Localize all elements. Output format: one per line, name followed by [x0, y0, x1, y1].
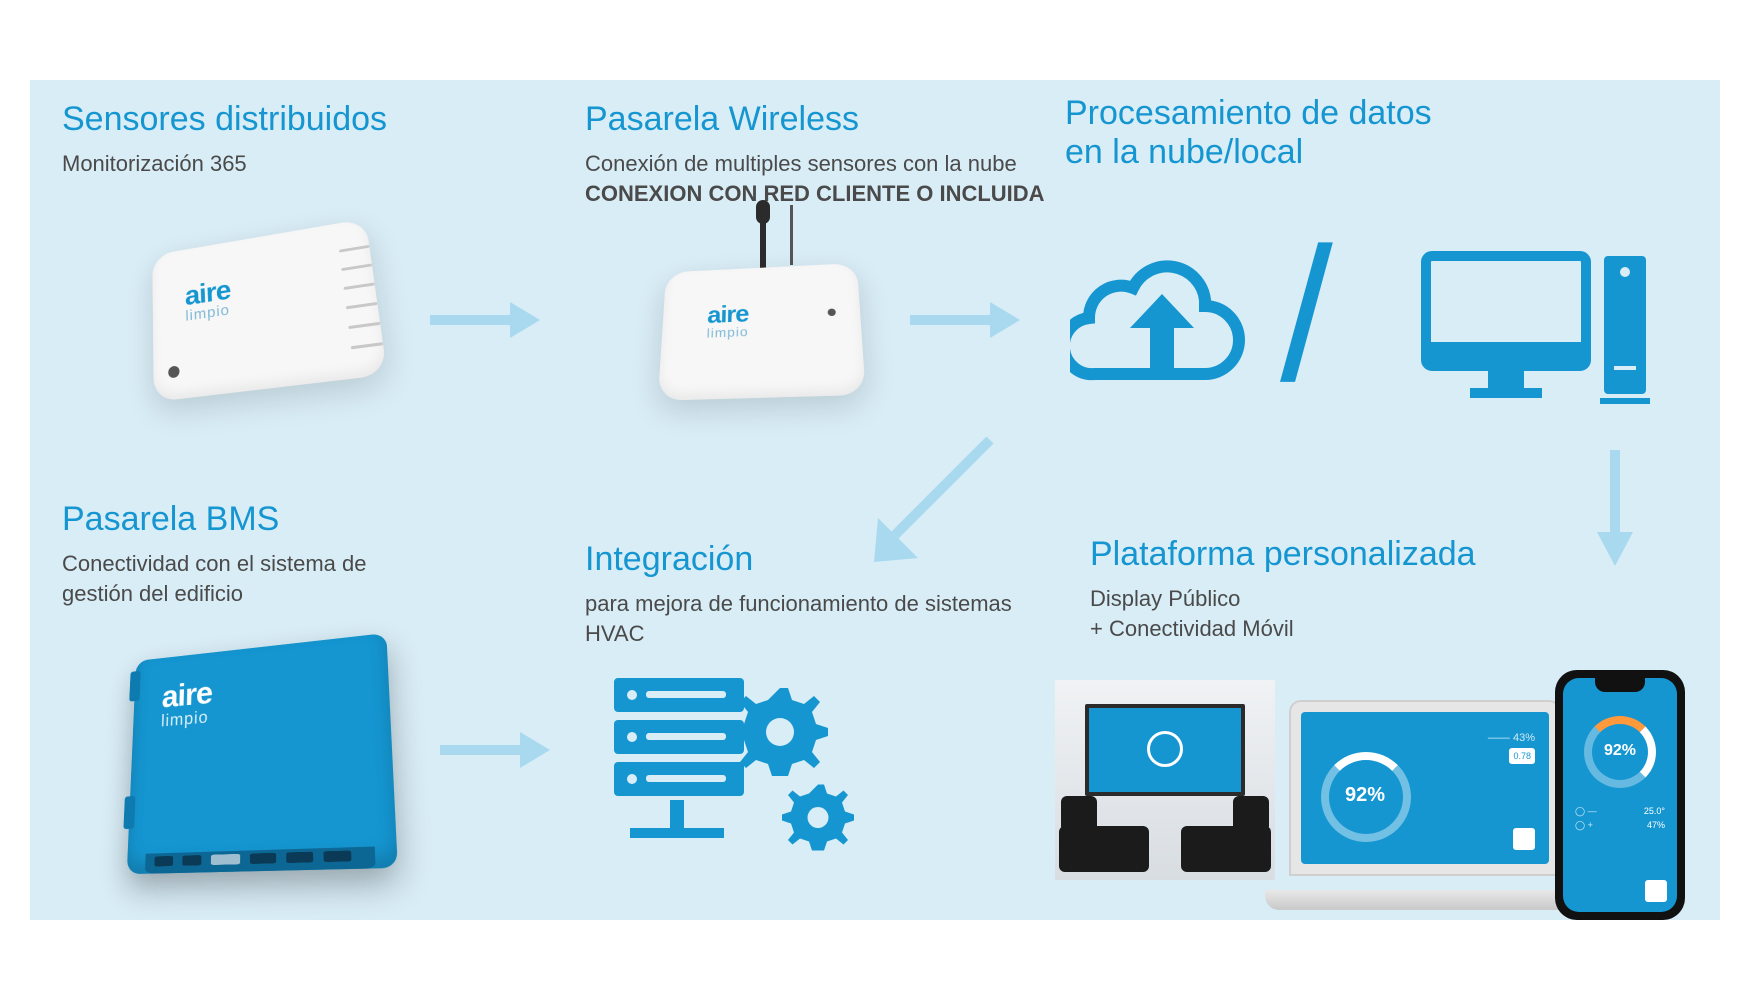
block-procesamiento: Procesamiento de datos en la nube/local [1065, 94, 1445, 182]
block-pasarela-bms: Pasarela BMS Conectividad con el sistema… [62, 500, 442, 608]
device-gateway: aire limpio [660, 260, 860, 400]
subtitle-pasarela-bms: Conectividad con el sistema de gestión d… [62, 549, 442, 608]
arrow-right-icon [900, 290, 1040, 350]
block-plataforma: Plataforma personalizada Display Público… [1090, 535, 1530, 643]
slash-separator: / [1280, 220, 1333, 410]
subtitle1-pasarela-wireless: Conexión de multiples sensores con la nu… [585, 151, 1017, 176]
block-integracion: Integración para mejora de funcionamient… [585, 540, 1015, 648]
subtitle-sensores: Monitorización 365 [62, 149, 412, 179]
arrow-right-icon [420, 290, 560, 350]
arrow-down-icon [1580, 440, 1650, 590]
block-pasarela-wireless: Pasarela Wireless Conexión de multiples … [585, 100, 1065, 208]
title-integracion: Integración [585, 540, 1015, 579]
brand-text-gateway: aire [707, 303, 749, 326]
title-sensores: Sensores distribuidos [62, 100, 412, 139]
title-pasarela-bms: Pasarela BMS [62, 500, 442, 539]
subtitle2-pasarela-wireless: CONEXION CON RED CLIENTE O INCLUIDA [585, 181, 1045, 206]
arrow-right-icon [430, 720, 570, 780]
subtitle-integracion: para mejora de funcionamiento de sistema… [585, 589, 1015, 648]
subtitle-plataforma: Display Público + Conectividad Móvil [1090, 584, 1530, 643]
title-pasarela-wireless: Pasarela Wireless [585, 100, 1065, 139]
device-bms: aire limpio [127, 633, 398, 874]
connector-line [790, 205, 793, 265]
cloud-upload-icon [1070, 240, 1270, 400]
block-sensores: Sensores distribuidos Monitorización 365 [62, 100, 412, 179]
server-gears-icon [610, 670, 870, 880]
desktop-icon [1420, 250, 1660, 420]
title-plataforma: Plataforma personalizada [1090, 535, 1530, 574]
title-procesamiento: Procesamiento de datos en la nube/local [1065, 94, 1445, 172]
brand-sub-gateway: limpio [706, 324, 748, 340]
platform-visual: 92% —— 43% 0.78 92% ◯ —25.0° ◯ +47% [1055, 670, 1695, 920]
